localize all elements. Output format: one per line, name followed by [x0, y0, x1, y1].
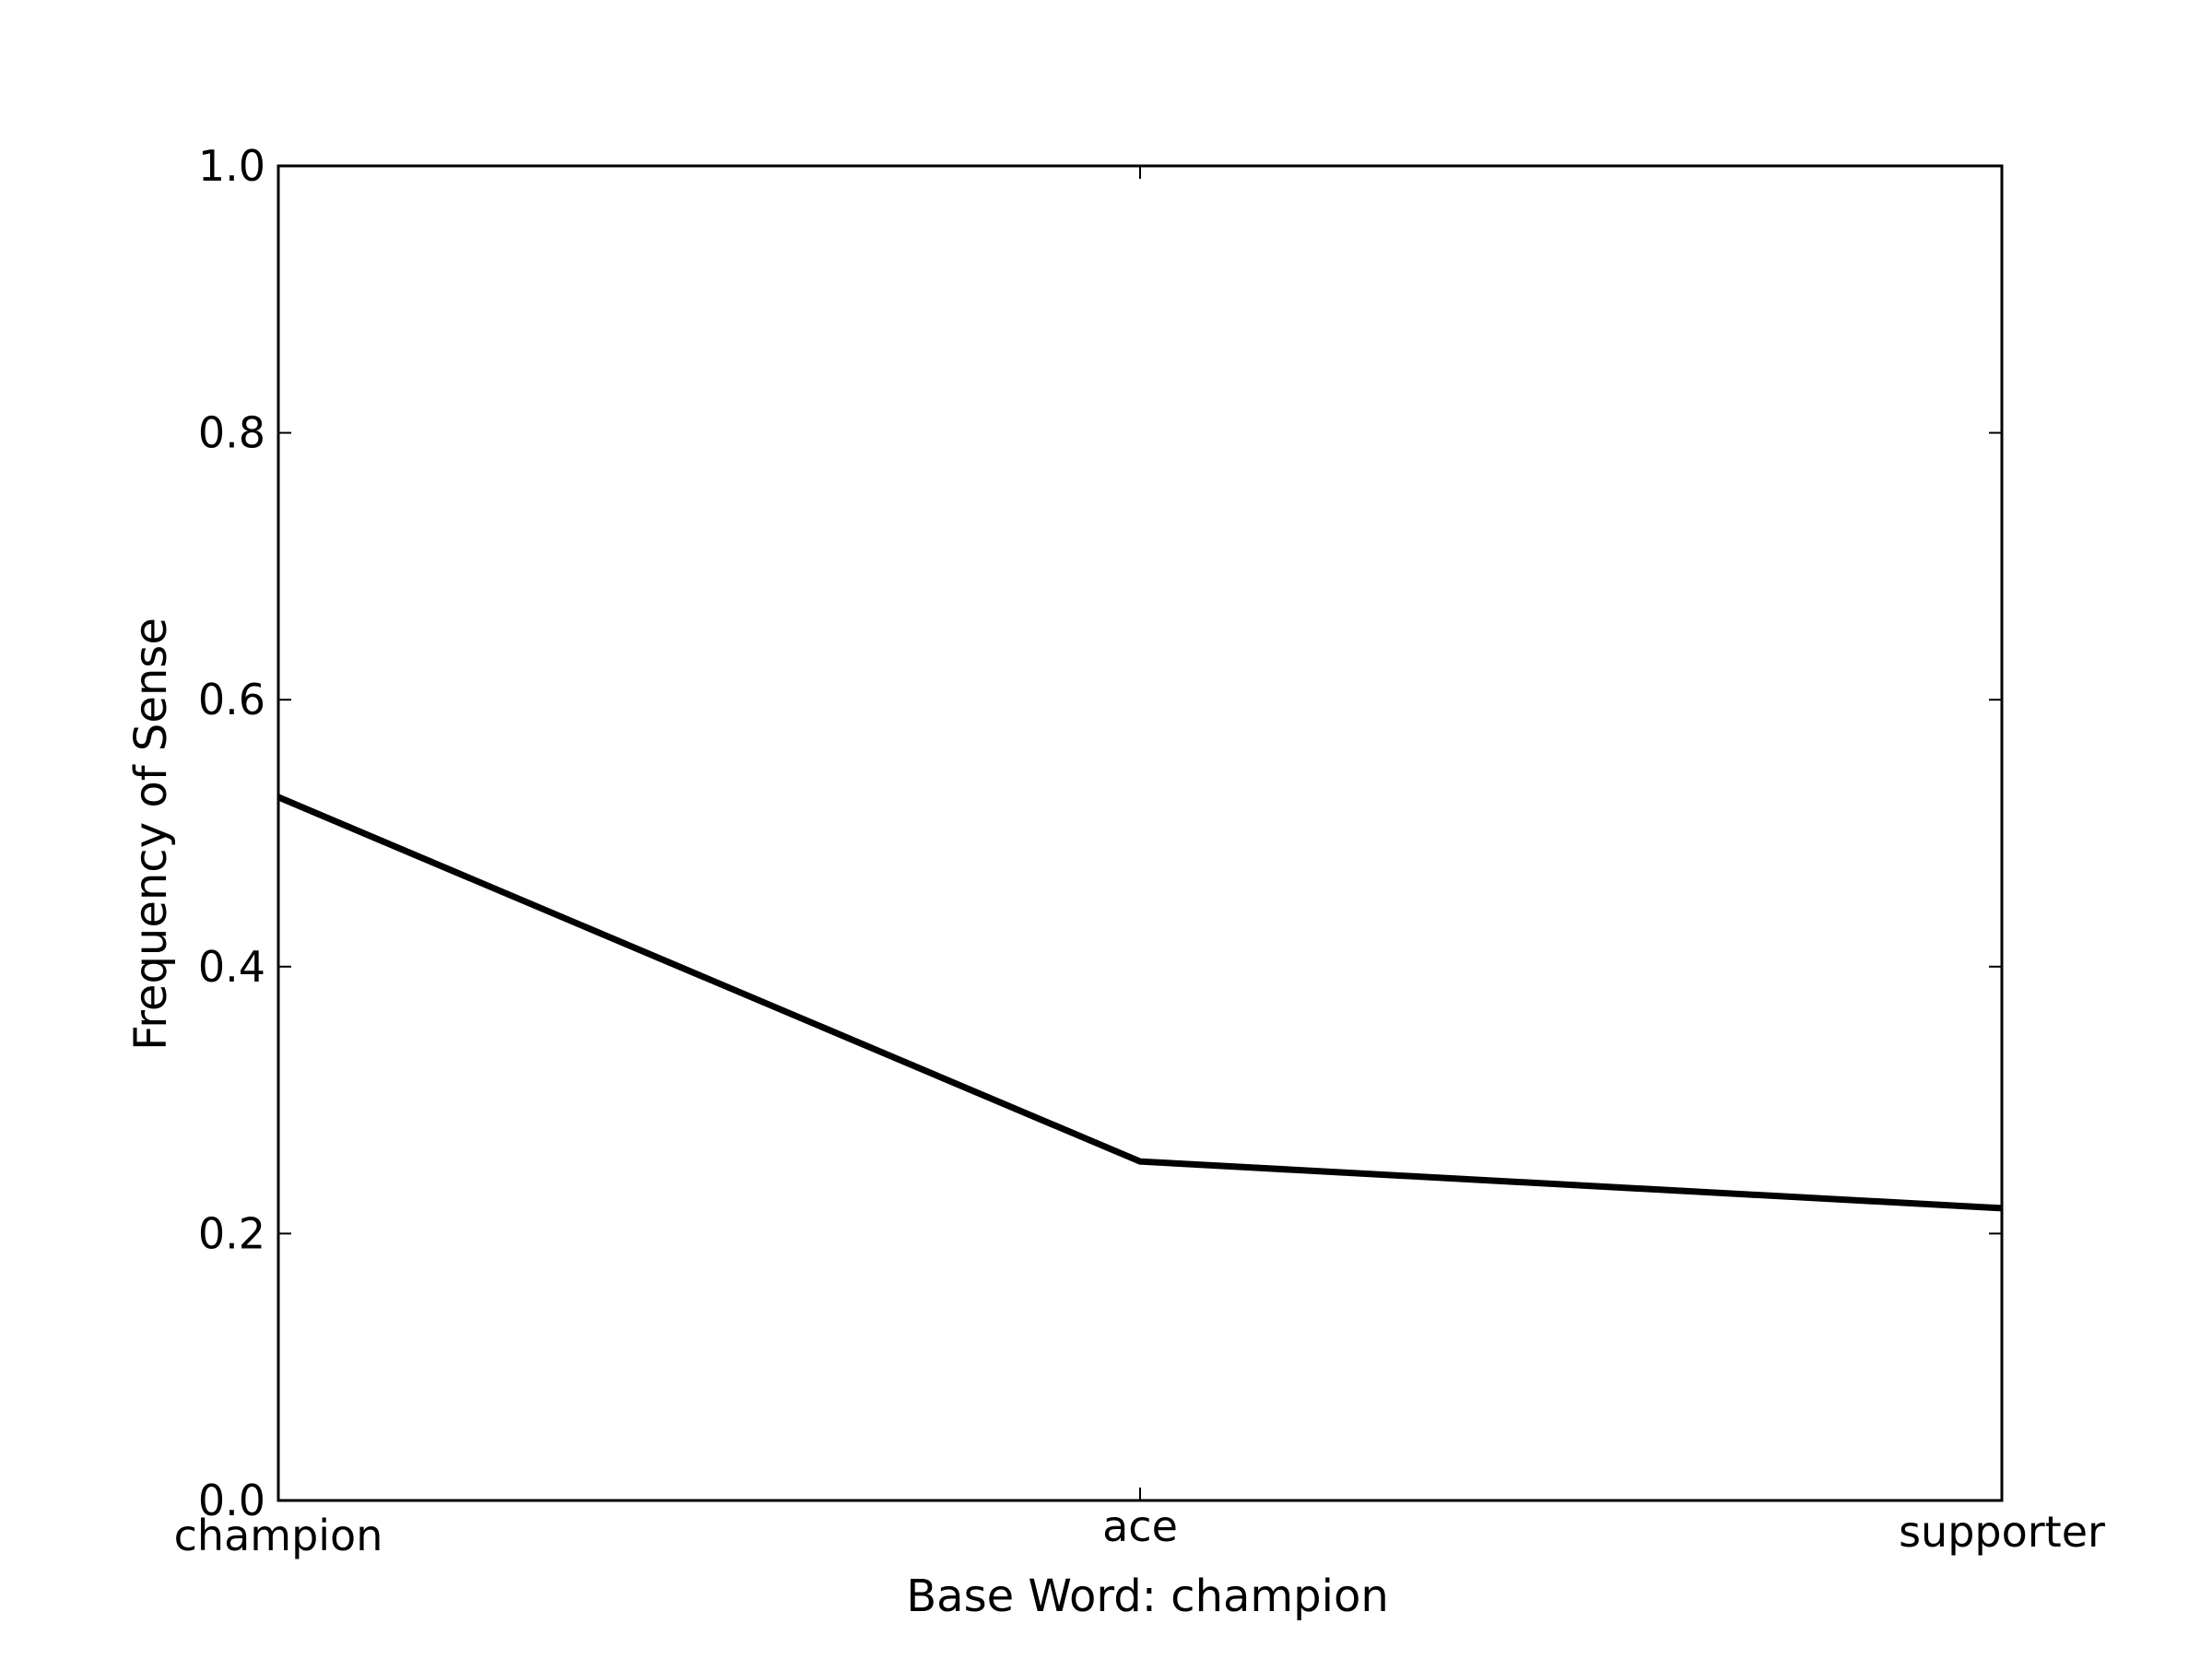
x-axis-label: Base Word: champion [906, 1571, 1389, 1622]
axis-ticks [277, 165, 2003, 1501]
y-tick-label: 0.0 [198, 1476, 265, 1525]
y-tick-label: 0.2 [198, 1208, 265, 1258]
plot-frame [276, 164, 2004, 1502]
y-tick-label: 0.6 [198, 675, 265, 724]
y-tick-label: 0.8 [198, 408, 265, 458]
y-tick-label: 0.4 [198, 942, 265, 992]
plot-area [276, 164, 2004, 1502]
y-tick-label: 1.0 [198, 141, 265, 191]
x-tick-label: supporter [1899, 1507, 2105, 1557]
y-axis-label: Frequency of Sense [125, 618, 177, 1051]
x-tick-label: champion [174, 1511, 383, 1560]
tick-labels: 0.0 0.2 0.4 0.6 0.8 1.0 champion ace supporter [174, 141, 2105, 1560]
series-layer [276, 794, 2003, 1212]
x-tick-label: ace [1102, 1501, 1178, 1551]
